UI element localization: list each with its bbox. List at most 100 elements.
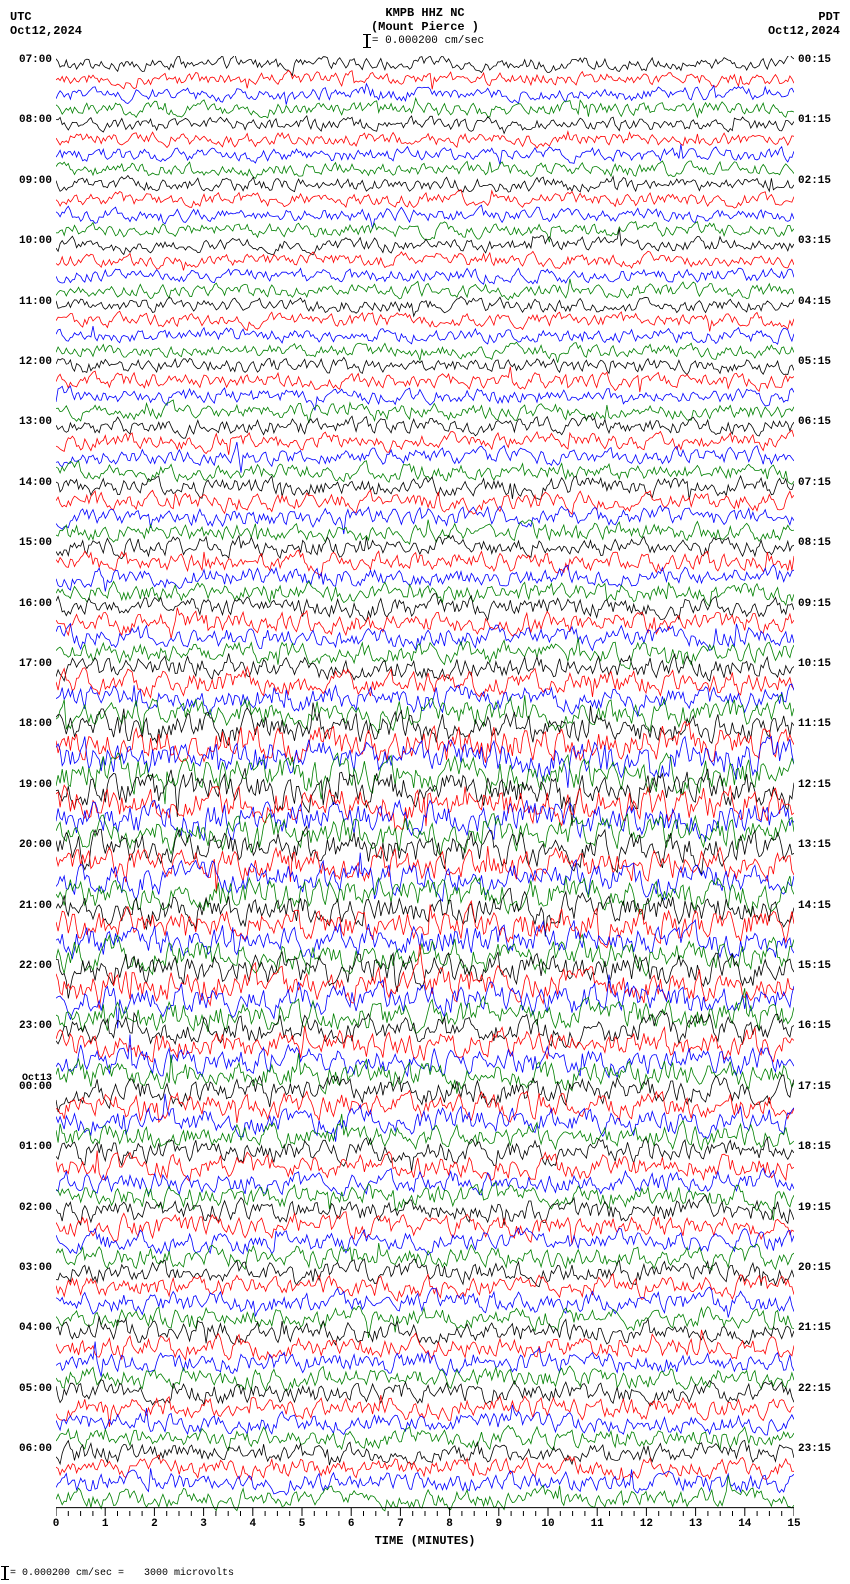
right-time-label: 02:15 [798,175,831,187]
trace-line [56,988,794,1033]
trace-line [56,70,794,89]
left-time-label: 05:00 [19,1383,52,1395]
left-time-label: 10:00 [19,235,52,247]
trace-line [56,1306,794,1338]
left-time-label: 09:00 [19,175,52,187]
left-time-label: 02:00 [19,1202,52,1214]
trace-line [56,205,794,228]
left-time-label: 07:00 [19,54,52,66]
trace-line [56,1316,794,1344]
right-time-label: 15:15 [798,960,831,972]
left-time-label: 14:00 [19,477,52,489]
trace-line [56,400,794,423]
trace-line [56,342,794,363]
trace-line [56,581,794,606]
trace-line [56,535,794,558]
trace-line [56,279,794,300]
left-time-label: 04:00 [19,1322,52,1334]
right-time-label: 06:15 [798,416,831,428]
station-name: (Mount Pierce ) [0,20,850,34]
tz-right-date: Oct12,2024 [768,24,840,38]
left-time-label: 20:00 [19,839,52,851]
x-axis-title: TIME (MINUTES) [375,1534,476,1548]
left-time-label: 03:00 [19,1262,52,1274]
left-time-label: 22:00 [19,960,52,972]
trace-line [56,190,794,208]
trace-line [56,222,794,243]
right-time-axis: 00:1501:1502:1503:1504:1505:1506:1507:15… [796,56,850,1516]
right-time-label: 14:15 [798,900,831,912]
trace-line [56,386,794,410]
right-time-label: 17:15 [798,1081,831,1093]
left-time-label: 16:00 [19,598,52,610]
trace-line [56,297,794,317]
right-time-label: 20:15 [798,1262,831,1274]
trace-line [56,888,794,936]
tz-left-label: UTC [10,10,82,24]
left-time-label: 12:00 [19,356,52,368]
trace-line [56,506,794,534]
trace-line [56,116,794,134]
trace-line [56,132,794,148]
left-time-axis: 07:00 08:00 09:00 10:00 11:00 12:00 13:00 14:00… [0,56,54,1516]
station-code: KMPB HHZ NC [0,6,850,20]
trace-line [56,326,794,344]
trace-line [56,550,794,576]
tz-left: UTC Oct12,2024 [10,10,82,38]
trace-line [56,176,794,193]
trace-line [56,1440,794,1465]
left-time-label: 23:00 [19,1020,52,1032]
trace-line [56,624,794,651]
left-time-label: 01:00 [19,1141,52,1153]
trace-line [56,442,794,473]
trace-line [56,84,794,105]
plot-area [56,56,794,1516]
footer-scale: = 0.000200 cm/sec = 3000 microvolts [4,1566,234,1580]
tz-right: PDT Oct12,2024 [768,10,840,38]
right-time-label: 19:15 [798,1202,831,1214]
trace-line [56,357,794,374]
trace-line [56,1138,794,1171]
right-time-label: 05:15 [798,356,831,368]
trace-line [56,1405,794,1435]
trace-line [56,416,794,438]
trace-line [56,1212,794,1245]
scale-bar-icon [366,34,368,48]
footer-scale-bar-icon [4,1566,6,1580]
trace-line [56,251,794,270]
right-time-label: 21:15 [798,1322,831,1334]
trace-line [56,1342,794,1377]
left-time-label: 11:00 [19,296,52,308]
right-time-label: 11:15 [798,718,831,730]
footer-equiv-text: 3000 microvolts [144,1568,234,1579]
tz-left-date: Oct12,2024 [10,24,82,38]
right-time-label: 04:15 [798,296,831,308]
right-time-label: 12:15 [798,779,831,791]
tz-right-label: PDT [768,10,840,24]
trace-line [56,1330,794,1360]
trace-line [56,1274,794,1301]
footer-scale-text: = 0.000200 cm/sec = [10,1568,124,1579]
trace-line [56,1094,794,1142]
scale-indicator: = 0.000200 cm/sec [366,34,484,48]
left-time-label: 21:00 [19,900,52,912]
right-time-label: 16:15 [798,1020,831,1032]
left-time-label: 18:00 [19,718,52,730]
trace-line [56,901,794,948]
trace-line [56,608,794,639]
left-time-label: 13:00 [19,416,52,428]
helicorder-container: KMPB HHZ NC (Mount Pierce ) = 0.000200 c… [0,0,850,1584]
left-time-label: 15:00 [19,537,52,549]
trace-line [56,161,794,179]
header: KMPB HHZ NC (Mount Pierce ) = 0.000200 c… [0,0,850,56]
left-time-label: 19:00 [19,779,52,791]
right-time-label: 01:15 [798,114,831,126]
trace-line [56,694,794,733]
right-time-label: 00:15 [798,54,831,66]
right-time-label: 03:15 [798,235,831,247]
left-time-label: 08:00 [19,114,52,126]
right-time-label: 22:15 [798,1383,831,1395]
trace-line [56,1426,794,1451]
left-time-label: 17:00 [19,658,52,670]
trace-line [56,1366,794,1391]
